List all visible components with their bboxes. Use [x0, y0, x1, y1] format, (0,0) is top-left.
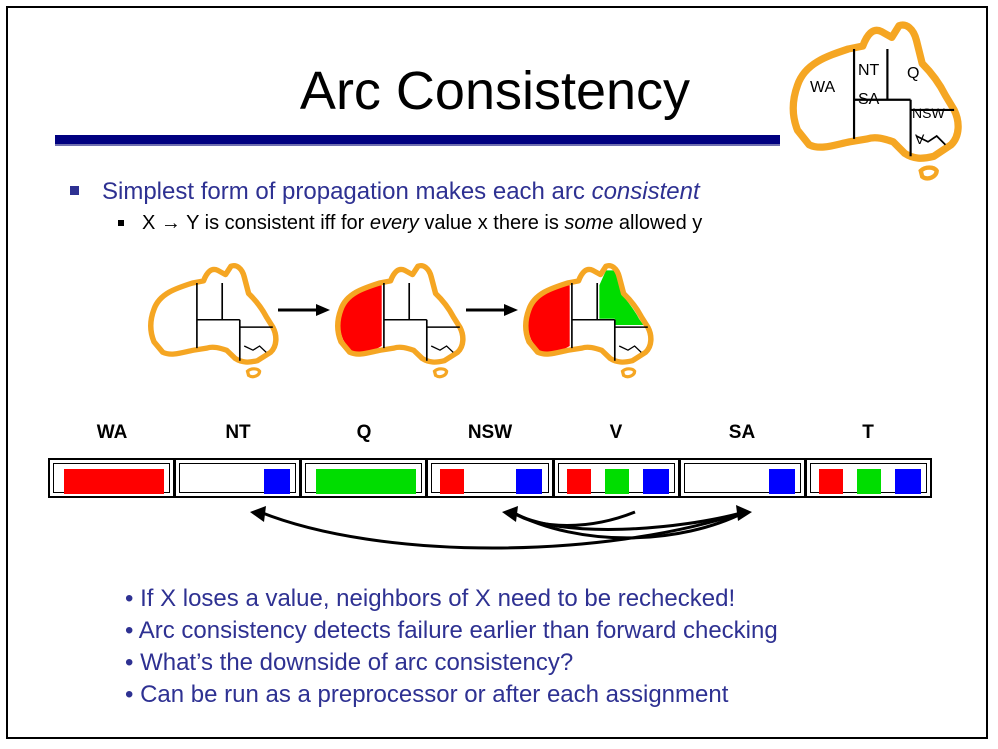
- note-item: • Arc consistency detects failure earlie…: [125, 617, 778, 644]
- domain-cell-nt: [176, 460, 303, 496]
- arrowhead-mid: [502, 506, 518, 522]
- map-label-q: Q: [907, 65, 919, 82]
- sub-text-b: Y is consistent iff for: [180, 212, 370, 234]
- domain-cell-wa: [50, 460, 177, 496]
- header-v: V: [609, 422, 623, 443]
- domain-cell-nsw: [428, 460, 555, 496]
- note-item: • What’s the downside of arc consistency…: [125, 649, 574, 676]
- sub-text-a: X: [142, 212, 161, 234]
- value-blue: [516, 469, 543, 494]
- sub-text-some: some: [564, 212, 614, 234]
- notes-list: • If X loses a value, neighbors of X nee…: [125, 583, 778, 711]
- map-label-nsw: NSW: [912, 105, 945, 121]
- header-q: Q: [356, 422, 372, 443]
- slide-frame: [6, 6, 988, 739]
- domain-cell-q: [302, 460, 429, 496]
- australia-map-3: [526, 266, 651, 377]
- value-red: [64, 469, 164, 494]
- header-t: T: [862, 422, 874, 443]
- bullet-square-icon: [70, 186, 79, 195]
- value-green: [316, 469, 417, 494]
- arrowhead-left: [250, 506, 266, 522]
- value-blue: [642, 469, 669, 494]
- map-label-sa: SA: [858, 91, 880, 108]
- header-wa: WA: [96, 422, 128, 443]
- domain-cell-sa: [681, 460, 807, 496]
- sub-text-c: value x there is: [418, 212, 565, 234]
- slide-title: Arc Consistency: [299, 61, 691, 121]
- value-green: [604, 469, 629, 494]
- sub-bullet-square-icon: [118, 220, 124, 226]
- main-bullet-text: Simplest form of propagation makes each …: [102, 178, 592, 205]
- value-blue: [894, 469, 921, 494]
- value-red: [440, 469, 465, 494]
- sub-text-d: allowed y: [613, 212, 703, 234]
- note-item: • Can be run as a preprocessor or after …: [125, 681, 729, 708]
- header-nt: NT: [225, 422, 251, 443]
- value-red: [566, 469, 591, 494]
- australia-map-1: [151, 266, 276, 377]
- arrowhead-right: [736, 505, 752, 521]
- main-bullet-em: consistent: [591, 178, 700, 205]
- arc-arrows: [259, 510, 746, 550]
- note-item: • If X loses a value, neighbors of X nee…: [125, 585, 736, 612]
- value-red: [818, 469, 843, 494]
- domain-cell-v: [555, 460, 681, 496]
- map-label-v: V: [915, 131, 925, 147]
- right-arrow-icon: →: [160, 212, 181, 234]
- value-blue: [264, 469, 291, 494]
- value-green: [856, 469, 881, 494]
- map-arrow-1: [278, 304, 330, 316]
- sub-text-every: every: [369, 212, 419, 234]
- title-underline: [55, 135, 780, 146]
- header-sa: SA: [728, 422, 756, 443]
- map-label-wa: WA: [810, 79, 836, 96]
- map-arrow-2: [466, 304, 518, 316]
- map-label-nt: NT: [858, 62, 880, 79]
- domain-table: [48, 458, 932, 498]
- australia-map-2: [338, 266, 463, 377]
- header-nsw: NSW: [467, 422, 513, 443]
- domain-cell-t: [807, 460, 930, 496]
- value-blue: [768, 469, 795, 494]
